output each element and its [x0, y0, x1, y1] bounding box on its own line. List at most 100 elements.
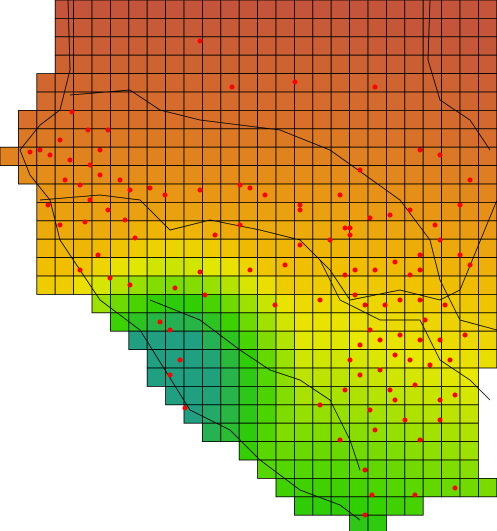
- grid-cell: [385, 367, 406, 387]
- grid-cell: [257, 349, 277, 369]
- grid-cell: [404, 183, 424, 203]
- grid-cell: [422, 128, 443, 148]
- observation-point: [247, 267, 253, 273]
- grid-cell: [201, 349, 222, 369]
- grid-cell: [422, 0, 443, 19]
- grid-cell: [312, 257, 332, 277]
- observation-point: [392, 397, 398, 403]
- grid-cell: [73, 220, 93, 240]
- grid-cell: [293, 349, 314, 369]
- observation-point: [352, 267, 358, 273]
- grid-cell: [165, 110, 185, 130]
- grid-cell: [385, 54, 406, 75]
- grid-cell: [238, 91, 258, 111]
- grid-cell: [441, 441, 461, 461]
- grid-cell: [404, 73, 424, 93]
- observation-point: [347, 232, 353, 238]
- grid-cell: [441, 220, 461, 240]
- observation-point: [417, 147, 423, 153]
- border: [19, 0, 361, 521]
- grid-cell: [330, 441, 351, 461]
- observation-point: [212, 232, 218, 238]
- observation-point: [147, 185, 153, 191]
- grid-cell: [183, 73, 203, 93]
- grid-cell: [165, 330, 185, 351]
- grid-cell: [312, 441, 332, 461]
- grid-cell: [165, 367, 185, 387]
- grid-cell: [404, 165, 424, 185]
- grid-cell: [201, 385, 222, 406]
- observation-point: [82, 219, 88, 225]
- grid-cell: [293, 91, 314, 111]
- grid-cell: [54, 54, 75, 75]
- grid-cell: [146, 146, 166, 166]
- observation-point: [347, 357, 353, 363]
- grid-cell: [459, 183, 479, 203]
- grid-cell: [110, 54, 130, 75]
- grid-cell: [477, 312, 497, 332]
- observation-point: [467, 177, 473, 183]
- grid-cell: [275, 110, 295, 130]
- grid-cell: [257, 110, 277, 130]
- grid-cell: [91, 0, 111, 19]
- grid-cell: [441, 459, 461, 479]
- observation-point: [297, 242, 303, 248]
- observation-point: [367, 327, 373, 333]
- grid-cell: [349, 183, 369, 203]
- grid-cell: [312, 146, 332, 166]
- grid-cell: [459, 477, 479, 498]
- grid-cell: [110, 17, 130, 38]
- grid-cell: [404, 312, 424, 332]
- grid-cell: [183, 0, 203, 19]
- grid-cell: [459, 367, 479, 387]
- observation-point: [97, 172, 103, 178]
- grid-cell: [220, 275, 240, 295]
- observation-point: [397, 332, 403, 338]
- grid-cell: [367, 220, 387, 240]
- grid-cell: [275, 36, 295, 56]
- observation-point: [369, 492, 375, 498]
- grid-cell: [146, 17, 166, 38]
- grid-cell: [183, 293, 203, 314]
- grid-cell: [293, 165, 314, 185]
- observation-point: [27, 149, 33, 155]
- grid-cell: [146, 220, 166, 240]
- grid-cell: [183, 54, 203, 75]
- grid-cell: [36, 257, 56, 277]
- grid-cell: [257, 312, 277, 332]
- grid-cell: [312, 54, 332, 75]
- grid-cell: [385, 496, 406, 516]
- grid-cell: [312, 404, 332, 424]
- grid-cell: [404, 496, 424, 516]
- grid-cell: [477, 17, 497, 38]
- grid-cell: [220, 54, 240, 75]
- grid-cell: [349, 404, 369, 424]
- observation-point: [105, 127, 111, 133]
- grid-cell: [459, 36, 479, 56]
- grid-cell: [349, 514, 369, 531]
- grid-cell: [367, 404, 387, 424]
- grid-cell: [367, 17, 387, 38]
- grid-cell: [201, 91, 222, 111]
- grid-cell: [238, 257, 258, 277]
- grid-cell: [257, 385, 277, 406]
- grid-cell: [293, 0, 314, 19]
- grid-cell: [238, 293, 258, 314]
- observation-point: [392, 259, 398, 265]
- grid-cell: [385, 312, 406, 332]
- grid-cell: [330, 257, 351, 277]
- grid-cell: [349, 36, 369, 56]
- observation-point: [437, 237, 443, 243]
- grid-cell: [238, 238, 258, 258]
- observation-point: [367, 407, 373, 413]
- grid-cell: [257, 238, 277, 258]
- grid-cell: [238, 330, 258, 351]
- grid-cell: [441, 128, 461, 148]
- grid-cell: [36, 275, 56, 295]
- grid-cell: [238, 17, 258, 38]
- grid-cell: [404, 220, 424, 240]
- grid-cell: [330, 238, 351, 258]
- grid-cell: [146, 73, 166, 93]
- grid-cell: [459, 146, 479, 166]
- observation-point: [407, 207, 413, 213]
